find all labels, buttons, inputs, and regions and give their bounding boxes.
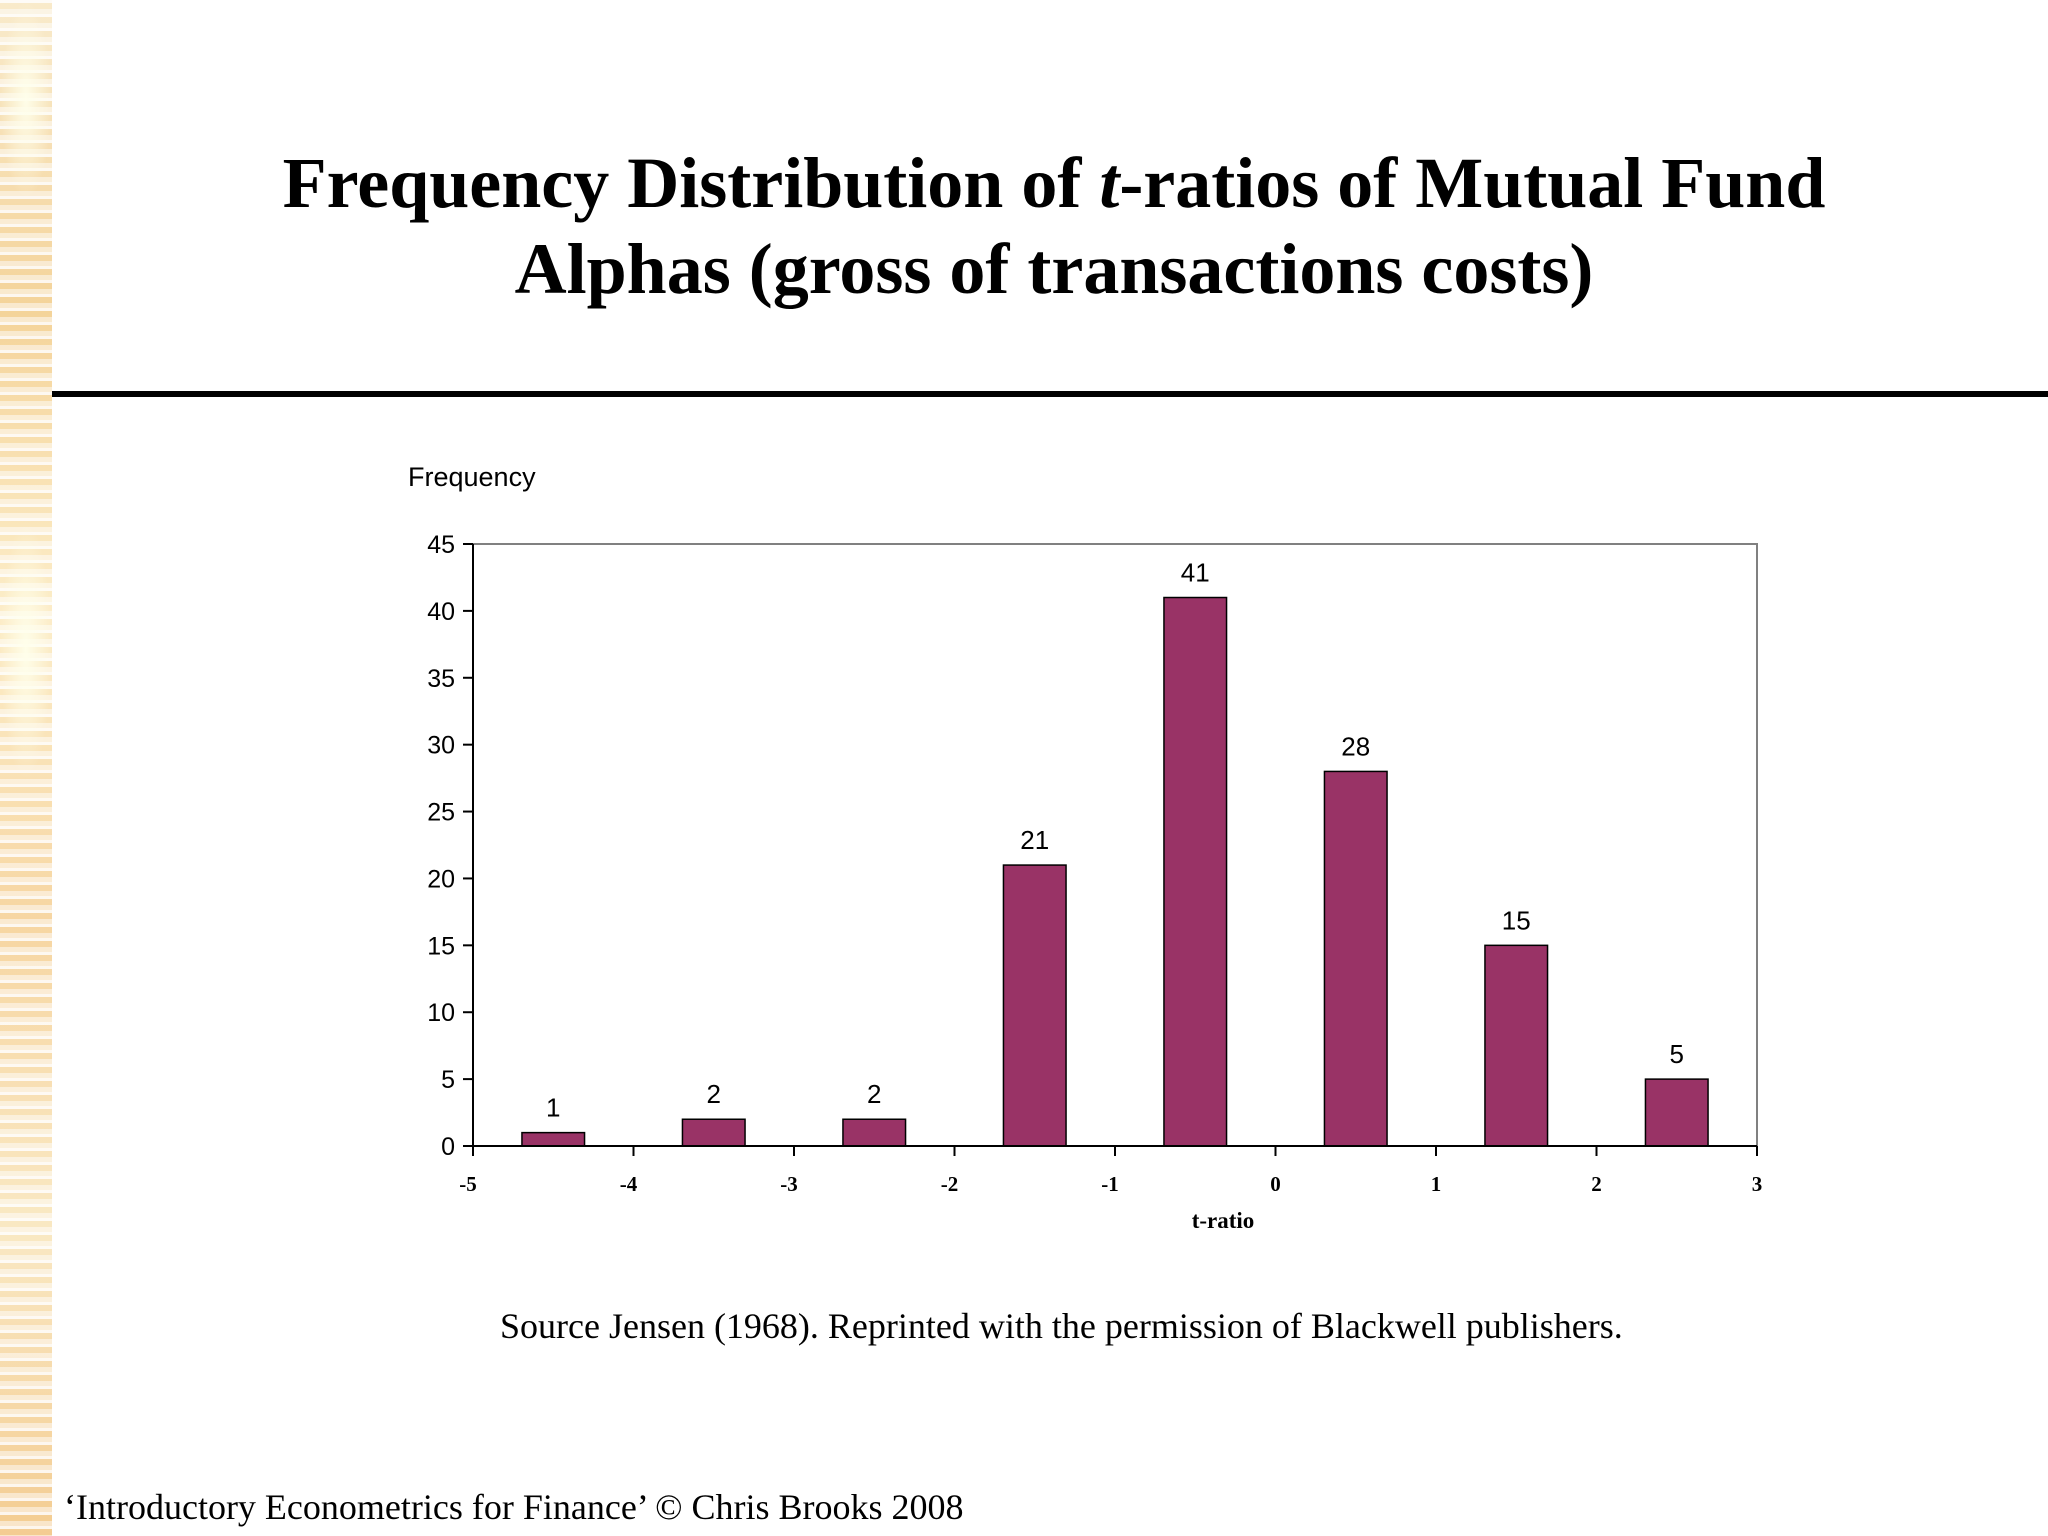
title-line-1: Frequency Distribution of t-ratios of Mu… (60, 140, 2048, 226)
x-tick-label-2: -3 (780, 1172, 798, 1196)
histogram-bar-8 (1644, 1078, 1709, 1147)
y-tick-label-7: 35 (427, 665, 455, 693)
footer-credit: ‘Introductory Econometrics for Finance’ … (64, 1487, 964, 1527)
data-labels: 1 2 2 21 41 28 15 5 (546, 558, 1684, 1123)
decorative-side-strip (0, 0, 52, 1536)
bar-value-label-6: 28 (1341, 731, 1370, 761)
y-axis-ticks: 0 5 10 15 20 25 30 35 40 45 (427, 531, 473, 1161)
y-tick-label-8: 40 (427, 598, 455, 626)
x-tick-label-8: 3 (1752, 1172, 1763, 1196)
bar-value-label-8: 5 (1670, 1039, 1684, 1069)
source-note: Source Jensen (1968). Reprinted with the… (500, 1306, 1623, 1346)
axes (472, 544, 1757, 1147)
bar-value-label-4: 21 (1020, 825, 1049, 855)
histogram-bar-3 (842, 1118, 907, 1147)
title-italic-t: t (1099, 143, 1120, 223)
histogram-bar-1 (521, 1131, 586, 1147)
x-tick-label-5: 0 (1270, 1172, 1281, 1196)
x-tick-label-0: -5 (459, 1172, 477, 1196)
page-title: Frequency Distribution of t-ratios of Mu… (60, 140, 2048, 312)
y-tick-label-0: 0 (441, 1133, 455, 1161)
y-tick-label-6: 30 (427, 732, 455, 760)
y-tick-label-5: 25 (427, 799, 455, 827)
y-tick-label-2: 10 (427, 999, 455, 1027)
x-tick-label-1: -4 (620, 1172, 638, 1196)
histogram-bar-2 (681, 1118, 746, 1147)
histogram-bar-4 (1002, 864, 1067, 1147)
x-axis-ticks: -5 -4 -3 -2 -1 0 1 2 3 (459, 1146, 1762, 1196)
y-tick-label-1: 5 (441, 1066, 455, 1094)
title-text-end: -ratios of Mutual Fund (1119, 143, 1826, 223)
title-divider (52, 391, 2048, 397)
y-tick-label-3: 15 (427, 932, 455, 960)
side-strip-glow-top (0, 0, 52, 200)
bar-value-label-1: 1 (546, 1093, 560, 1123)
x-tick-label-7: 2 (1591, 1172, 1602, 1196)
y-tick-label-4: 20 (427, 865, 455, 893)
title-line-2: Alphas (gross of transactions costs) (514, 229, 1594, 309)
title-text-start: Frequency Distribution of (282, 143, 1100, 223)
histogram-bar-5 (1163, 596, 1228, 1147)
histogram-bar-6 (1323, 770, 1388, 1147)
y-axis-label: Frequency (408, 462, 536, 492)
x-tick-label-4: -1 (1101, 1172, 1119, 1196)
bar-value-label-3: 2 (867, 1079, 881, 1109)
x-tick-label-3: -2 (941, 1172, 959, 1196)
y-tick-label-9: 45 (427, 531, 455, 559)
bars (521, 596, 1709, 1147)
x-tick-label-6: 1 (1431, 1172, 1442, 1196)
x-axis-label: t-ratio (1192, 1208, 1255, 1233)
histogram-bar-7 (1484, 944, 1549, 1147)
bar-value-label-5: 41 (1181, 558, 1210, 588)
bar-value-label-7: 15 (1502, 905, 1531, 935)
plot-frame (472, 543, 1758, 1147)
bar-value-label-2: 2 (707, 1079, 721, 1109)
side-strip-glow-middle (0, 520, 52, 780)
